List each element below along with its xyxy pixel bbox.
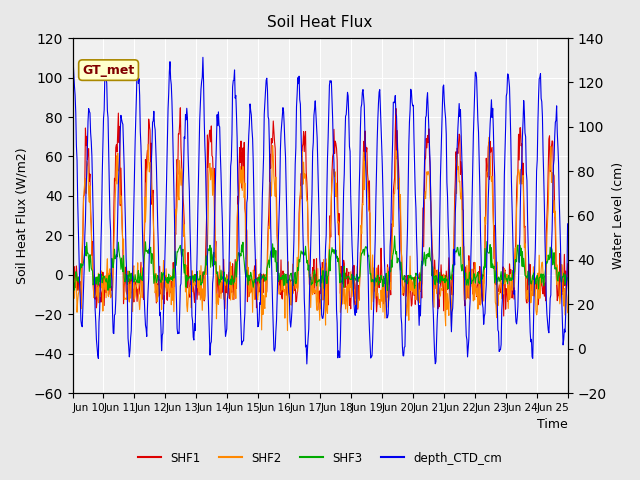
Text: GT_met: GT_met [83,64,134,77]
Y-axis label: Water Level (cm): Water Level (cm) [612,162,625,269]
X-axis label: Time: Time [537,419,568,432]
Title: Soil Heat Flux: Soil Heat Flux [268,15,372,30]
Legend: SHF1, SHF2, SHF3, depth_CTD_cm: SHF1, SHF2, SHF3, depth_CTD_cm [133,447,507,469]
Y-axis label: Soil Heat Flux (W/m2): Soil Heat Flux (W/m2) [15,147,28,284]
